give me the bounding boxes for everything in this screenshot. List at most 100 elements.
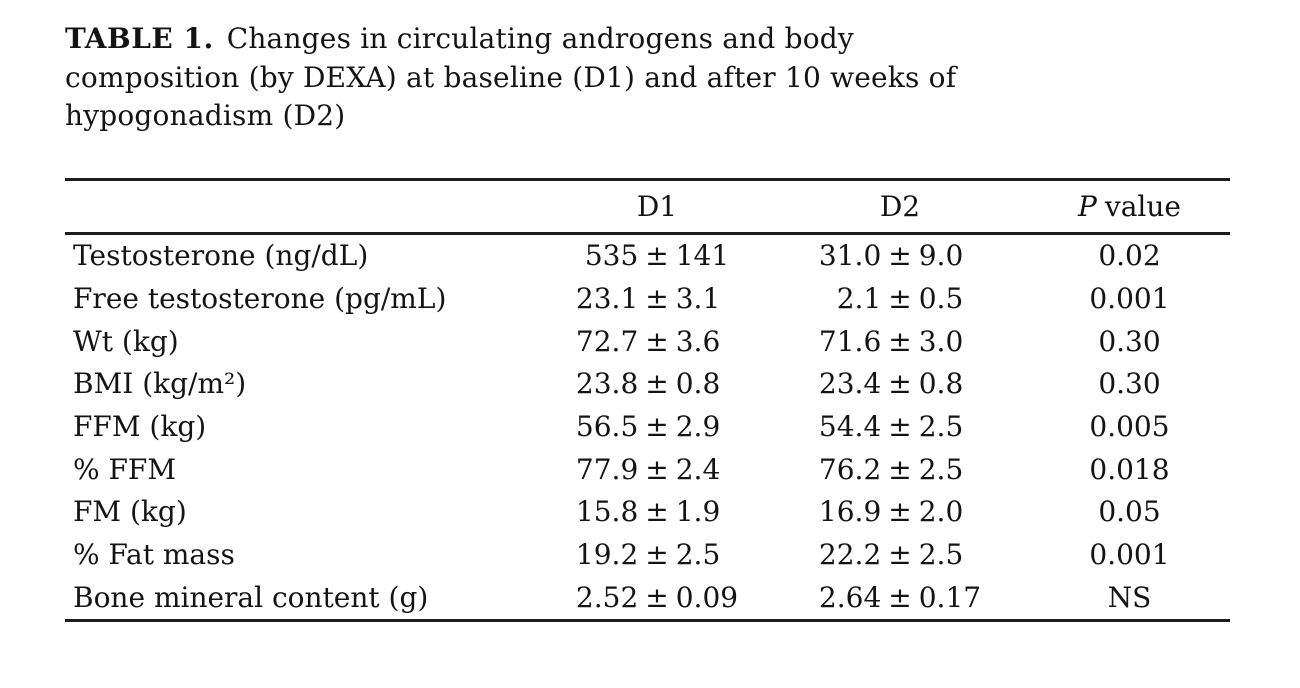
d1-value-mean: 535 [584,239,639,273]
table-row: Wt (kg) 72.7 ±3.6 71.6 ±3.0 0.30 [65,320,1230,363]
plus-minus-sign: ± [645,367,669,401]
p-value: 0.05 [1098,495,1161,529]
d2-value: 23.4 ±0.8 [771,367,1029,400]
caption-line-1: TABLE 1. Changes in circulating androgens… [65,20,1145,59]
row-label: FFM (kg) [73,410,207,444]
plus-minus-sign: ± [645,410,669,444]
d1-value: 23.8 ±0.8 [543,367,771,400]
header-p-italic: P [1078,189,1097,223]
plus-minus-sign: ± [645,282,669,316]
table-row: BMI (kg/m²) 23.8 ±0.8 23.4 ±0.8 0.30 [65,363,1230,406]
header-p-rest: value [1104,189,1181,223]
d2-value-mean: 16.9 [818,495,882,529]
d1-value: 2.52 ±0.09 [543,581,771,614]
d1-value-sd: 0.8 [675,367,721,401]
d2-value-mean: 22.2 [818,538,882,572]
row-label: Free testosterone (pg/mL) [73,282,447,316]
caption-line-3: hypogonadism (D2) [65,99,346,132]
table-row: Testosterone (ng/dL) 535 ±141 31.0 ±9.0 0.02 [65,235,1230,278]
p-value: 0.30 [1098,367,1161,401]
d1-value: 15.8 ±1.9 [543,495,771,528]
d2-value-mean: 31.0 [818,239,882,273]
d1-value-mean: 56.5 [575,410,639,444]
caption-line-2: composition (by DEXA) at baseline (D1) a… [65,60,957,94]
d2-value: 71.6 ±3.0 [771,325,1029,358]
plus-minus-sign: ± [888,580,912,614]
d2-value-mean: 71.6 [818,324,882,358]
p-value: 0.005 [1089,410,1170,444]
d1-value-sd: 2.4 [675,452,721,486]
p-value: 0.018 [1089,452,1170,486]
header-d2: D2 [879,189,921,223]
d1-value-mean: 23.8 [575,367,639,401]
plus-minus-sign: ± [888,324,912,358]
table-caption: TABLE 1. Changes in circulating androgens… [65,20,1145,136]
row-label: % Fat mass [73,538,235,572]
d2-value-sd: 9.0 [918,239,964,273]
d1-value-sd: 0.09 [675,580,739,614]
d2-value-sd: 2.0 [918,495,964,529]
caption-text-1: Changes in circulating androgens and bod… [226,22,854,55]
d2-value-sd: 2.5 [918,410,964,444]
d2-value-mean: 54.4 [818,410,882,444]
d1-value-sd: 1.9 [675,495,721,529]
table-row: FFM (kg) 56.5 ±2.9 54.4 ±2.5 0.005 [65,405,1230,448]
d1-value-mean: 2.52 [575,580,639,614]
d1-value-mean: 77.9 [575,452,639,486]
plus-minus-sign: ± [645,452,669,486]
row-label: Bone mineral content (g) [73,580,429,614]
row-label: FM (kg) [73,495,187,529]
table-figure: TABLE 1. Changes in circulating androgens… [65,20,1230,622]
plus-minus-sign: ± [645,239,669,273]
d2-value: 2.1 ±0.5 [771,282,1029,315]
d2-value-sd: 0.17 [918,580,982,614]
d1-value-sd: 2.9 [675,410,721,444]
plus-minus-sign: ± [888,452,912,486]
d1-value: 56.5 ±2.9 [543,410,771,443]
table-row: FM (kg) 15.8 ±1.9 16.9 ±2.0 0.05 [65,491,1230,534]
plus-minus-sign: ± [888,239,912,273]
p-value: 0.001 [1089,538,1170,572]
d1-value: 535 ±141 [543,239,771,272]
d1-value-mean: 23.1 [575,282,639,316]
d2-value: 2.64 ±0.17 [771,581,1029,614]
p-value: 0.30 [1098,324,1161,358]
plus-minus-sign: ± [645,495,669,529]
d2-value-sd: 3.0 [918,324,964,358]
table-row: Free testosterone (pg/mL) 23.1 ±3.1 2.1 ±0.5… [65,277,1230,320]
d2-value-sd: 2.5 [918,452,964,486]
d2-value: 22.2 ±2.5 [771,538,1029,571]
plus-minus-sign: ± [888,538,912,572]
d1-value: 23.1 ±3.1 [543,282,771,315]
p-value: 0.001 [1089,282,1170,316]
d1-value-sd: 141 [675,239,730,273]
plus-minus-sign: ± [645,580,669,614]
d1-value-sd: 3.1 [675,282,721,316]
d2-value-sd: 0.5 [918,282,964,316]
header-d1: D1 [636,189,678,223]
d1-value-mean: 72.7 [575,324,639,358]
d2-value: 54.4 ±2.5 [771,410,1029,443]
table-body: Testosterone (ng/dL) 535 ±141 31.0 ±9.0 0.02 F… [65,235,1230,622]
d2-value-mean: 2.64 [818,580,882,614]
plus-minus-sign: ± [888,367,912,401]
row-label: % FFM [73,452,177,486]
table-row: % FFM 77.9 ±2.4 76.2 ±2.5 0.018 [65,448,1230,491]
table-row: Bone mineral content (g) 2.52 ±0.09 2.64 ±0.… [65,576,1230,619]
plus-minus-sign: ± [888,495,912,529]
d2-value: 31.0 ±9.0 [771,239,1029,272]
d2-value: 76.2 ±2.5 [771,453,1029,486]
p-value: 0.02 [1098,239,1161,273]
plus-minus-sign: ± [645,324,669,358]
p-value: NS [1107,580,1152,614]
row-label: Wt (kg) [73,324,179,358]
table-number: TABLE 1. [65,22,214,55]
d2-value-sd: 0.8 [918,367,964,401]
plus-minus-sign: ± [888,282,912,316]
d2-value-mean: 2.1 [836,282,882,316]
table-row: % Fat mass 19.2 ±2.5 22.2 ±2.5 0.001 [65,533,1230,576]
d2-value: 16.9 ±2.0 [771,495,1029,528]
